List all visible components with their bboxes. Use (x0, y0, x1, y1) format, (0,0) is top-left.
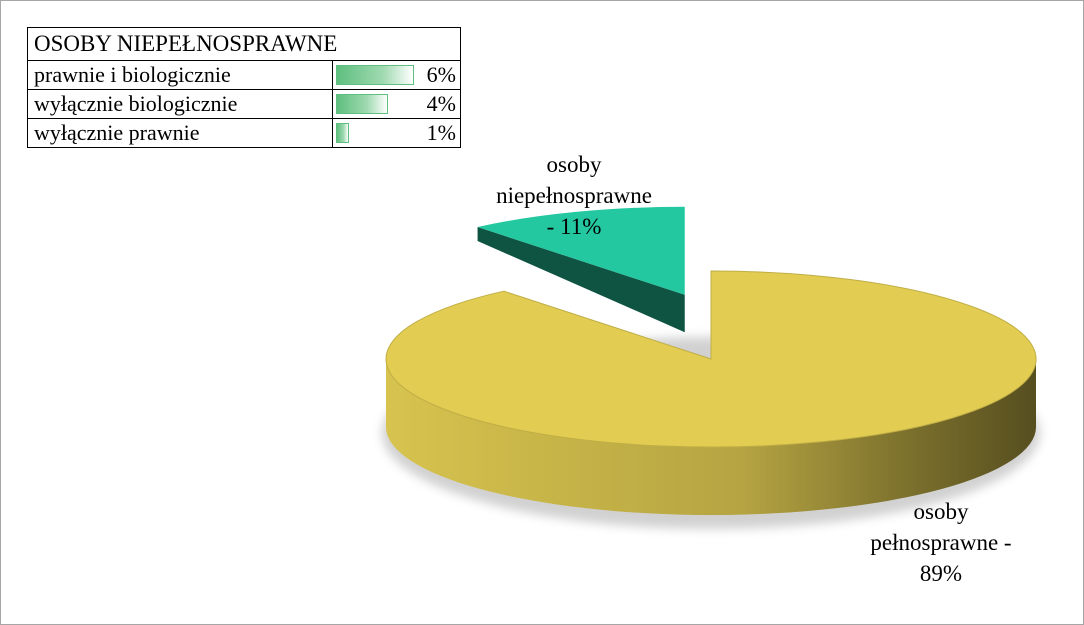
databar (335, 94, 388, 114)
data-label-line: - 11% (546, 214, 602, 239)
table-title: OSOBY NIEPEŁNOSPRAWNE (27, 27, 461, 61)
data-label-niepelnosprawne: osoby niepełnosprawne - 11% (459, 149, 689, 242)
table-row: wyłącznie prawnie 1% (27, 118, 462, 148)
data-label-line: 89% (919, 561, 963, 586)
data-label-line: osoby (913, 499, 969, 524)
row-value: 4% (426, 91, 456, 116)
summary-table: OSOBY NIEPEŁNOSPRAWNE prawnie i biologic… (27, 27, 462, 148)
row-label: wyłącznie prawnie (27, 118, 333, 148)
pie-slice-side-niepelnosprawne (477, 227, 685, 333)
data-label-pelnosprawne: osoby pełnosprawne - 89% (831, 496, 1051, 589)
row-value: 6% (426, 62, 456, 87)
pie-slice-pelnosprawne (385, 270, 1037, 448)
databar-cell: 6% (331, 60, 462, 90)
row-label: prawnie i biologicznie (27, 60, 333, 90)
data-label-line: osoby (546, 152, 602, 177)
row-value: 1% (426, 120, 456, 145)
data-label-line: niepełnosprawne (496, 183, 652, 208)
table-row: wyłącznie biologicznie 4% (27, 89, 462, 119)
pie-slice-side-pelnosprawne (386, 359, 1036, 515)
databar (335, 65, 414, 85)
pie-slice-niepelnosprawne (477, 206, 685, 295)
row-label: wyłącznie biologicznie (27, 89, 333, 119)
databar-cell: 4% (331, 89, 462, 119)
databar (335, 123, 349, 143)
databar-cell: 1% (331, 118, 462, 148)
table-row: prawnie i biologicznie 6% (27, 60, 462, 90)
data-label-line: pełnosprawne - (870, 530, 1012, 555)
table-header-row: OSOBY NIEPEŁNOSPRAWNE (27, 27, 461, 61)
